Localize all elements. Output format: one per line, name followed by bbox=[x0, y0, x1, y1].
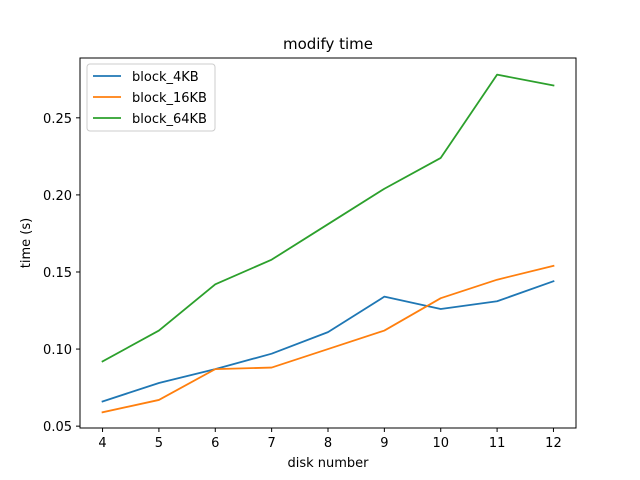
series-line-block_4KB bbox=[101, 280, 555, 403]
legend-box bbox=[86, 63, 216, 132]
x-tick-label: 8 bbox=[324, 436, 332, 451]
x-tick-label: 9 bbox=[380, 436, 388, 451]
legend: block_4KB block_16KB block_64KB bbox=[86, 63, 216, 132]
y-tick-label: 0.10 bbox=[43, 343, 72, 358]
series-line-block_16KB bbox=[101, 264, 555, 414]
x-tick-label: 11 bbox=[489, 436, 506, 451]
y-tick-label: 0.25 bbox=[43, 112, 72, 127]
x-tick-label: 10 bbox=[432, 436, 449, 451]
legend-label-block_16KB: block_16KB bbox=[132, 91, 207, 106]
x-axis: 4 5 6 7 8 9 10 11 12 bbox=[98, 428, 562, 451]
x-tick-label: 12 bbox=[545, 436, 562, 451]
x-tick-label: 4 bbox=[98, 436, 106, 451]
chart-title: modify time bbox=[283, 35, 373, 53]
series-layer bbox=[101, 73, 555, 414]
x-tick-label: 7 bbox=[267, 436, 275, 451]
y-axis: 0.05 0.10 0.15 0.20 0.25 bbox=[43, 112, 80, 435]
x-tick-label: 6 bbox=[211, 436, 219, 451]
y-tick-label: 0.20 bbox=[43, 189, 72, 204]
x-axis-label: disk number bbox=[287, 456, 369, 471]
x-tick-label: 5 bbox=[155, 436, 163, 451]
y-tick-label: 0.15 bbox=[43, 266, 72, 281]
series-line-block_64KB bbox=[101, 73, 555, 363]
y-tick-label: 0.05 bbox=[43, 420, 72, 435]
legend-label-block_4KB: block_4KB bbox=[132, 70, 199, 85]
legend-label-block_64KB: block_64KB bbox=[132, 112, 207, 127]
y-axis-label: time (s) bbox=[19, 218, 34, 268]
